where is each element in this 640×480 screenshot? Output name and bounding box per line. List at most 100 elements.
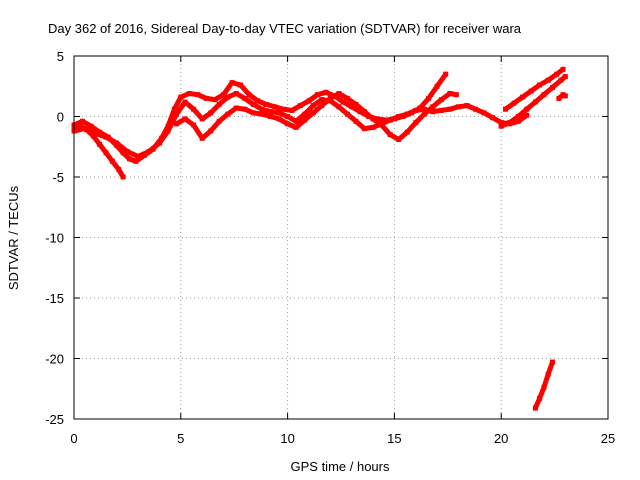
data-point xyxy=(515,114,521,119)
data-point xyxy=(146,149,152,155)
data-point xyxy=(556,95,562,101)
y-tick-label: -20 xyxy=(45,352,64,367)
data-point xyxy=(562,93,568,99)
data-point xyxy=(481,110,487,116)
data-point xyxy=(503,106,508,112)
data-point xyxy=(103,134,109,140)
series-trace-g xyxy=(556,92,568,101)
data-point xyxy=(413,120,419,126)
data-point xyxy=(255,98,261,104)
data-point xyxy=(362,109,367,115)
data-point xyxy=(387,132,393,138)
data-point xyxy=(195,92,201,98)
y-tick-label: 5 xyxy=(57,49,64,64)
data-point xyxy=(520,94,526,100)
data-point xyxy=(103,150,109,156)
data-point xyxy=(498,120,504,126)
data-point xyxy=(259,106,265,112)
data-point xyxy=(545,371,551,377)
data-point xyxy=(537,82,543,88)
data-point xyxy=(310,110,316,116)
data-point xyxy=(233,105,239,111)
data-point xyxy=(319,97,325,103)
data-point xyxy=(238,82,244,88)
data-point xyxy=(362,126,367,132)
data-point xyxy=(97,141,103,147)
series-trace-d xyxy=(174,91,459,142)
data-point xyxy=(208,110,214,116)
data-point xyxy=(191,106,197,112)
data-point xyxy=(174,111,179,117)
data-point xyxy=(268,114,273,119)
data-point xyxy=(186,91,192,96)
data-point xyxy=(490,115,496,121)
data-point xyxy=(443,71,449,77)
series-trace-h xyxy=(532,359,555,411)
data-point xyxy=(268,109,273,115)
data-point xyxy=(421,106,427,112)
data-point xyxy=(285,121,291,127)
data-point xyxy=(447,91,453,96)
y-tick-label: -15 xyxy=(45,291,64,306)
data-point xyxy=(297,103,303,109)
data-point xyxy=(242,95,248,101)
data-point xyxy=(127,156,132,162)
data-point xyxy=(263,101,269,107)
data-point xyxy=(498,123,504,129)
data-point xyxy=(528,88,534,94)
data-point xyxy=(413,107,419,113)
data-point xyxy=(80,118,85,124)
series-trace-f xyxy=(498,74,568,129)
y-tick-label: -25 xyxy=(45,412,64,427)
data-point xyxy=(310,103,316,109)
x-tick-label: 20 xyxy=(494,431,508,446)
data-point xyxy=(545,77,551,83)
y-tick-label: -5 xyxy=(52,170,64,185)
data-point xyxy=(524,106,530,112)
data-point xyxy=(426,95,432,101)
data-point xyxy=(250,110,256,116)
data-point xyxy=(541,92,547,98)
data-point xyxy=(259,111,265,117)
data-point xyxy=(191,122,197,128)
data-point xyxy=(178,94,184,100)
y-tick-label: 0 xyxy=(57,110,64,125)
data-point xyxy=(353,118,359,124)
data-point xyxy=(199,116,205,122)
data-point xyxy=(340,99,346,105)
data-point xyxy=(212,97,218,103)
data-point xyxy=(370,116,376,122)
data-point xyxy=(430,109,436,115)
data-point xyxy=(289,107,295,113)
data-point xyxy=(114,140,120,146)
data-point xyxy=(285,114,291,119)
data-point xyxy=(396,137,402,142)
data-point xyxy=(246,92,252,98)
data-point xyxy=(404,129,410,135)
data-point xyxy=(216,118,222,124)
data-point xyxy=(344,111,350,117)
data-point xyxy=(438,97,444,103)
data-point xyxy=(562,74,568,80)
data-point xyxy=(404,111,410,117)
data-point xyxy=(156,140,162,146)
series-trace-e xyxy=(503,66,566,112)
data-point xyxy=(293,124,299,130)
chart-title: Day 362 of 2016, Sidereal Day-to-day VTE… xyxy=(48,21,522,36)
data-point xyxy=(302,111,308,117)
data-point xyxy=(250,101,256,107)
data-point xyxy=(453,92,459,98)
data-point xyxy=(532,99,538,105)
data-point xyxy=(203,95,209,101)
data-point xyxy=(323,89,329,95)
series-line xyxy=(174,91,459,142)
data-point xyxy=(280,106,286,112)
data-point xyxy=(120,174,126,180)
y-axis-label: SDTVAR / TECUs xyxy=(6,185,21,290)
data-point xyxy=(511,100,517,106)
data-point xyxy=(456,104,461,110)
axis-ticks: 0 5 10 15 20 25 5 0 -5 -10 -15 -20 -25 xyxy=(45,49,615,446)
x-tick-label: 10 xyxy=(280,431,294,446)
